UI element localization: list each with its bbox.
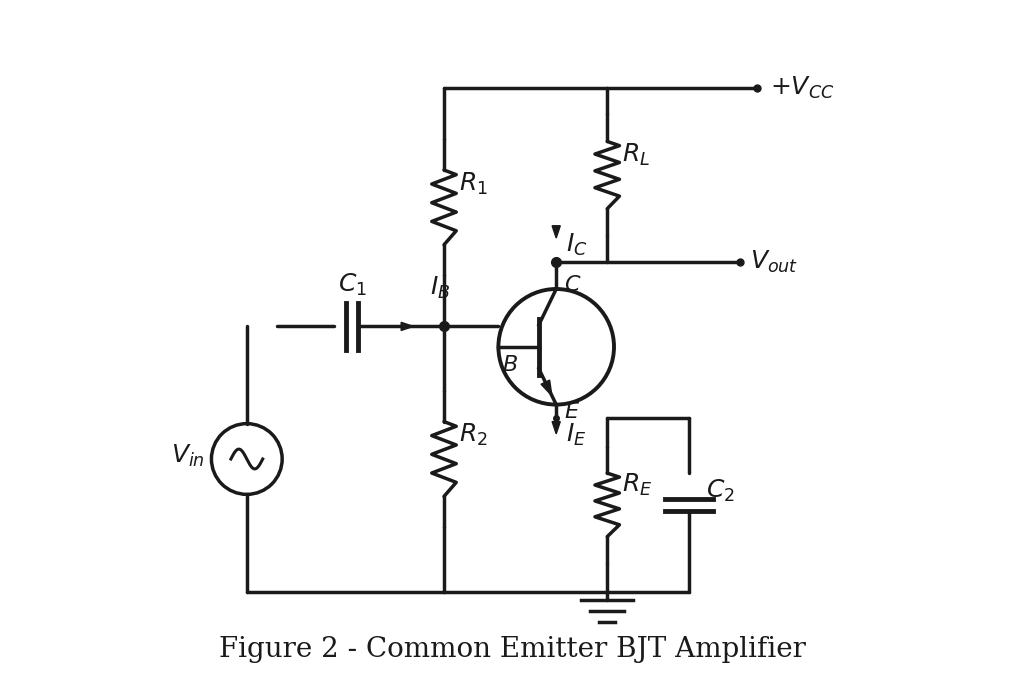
Text: $C$: $C$ [564, 274, 582, 296]
Text: $+V_{CC}$: $+V_{CC}$ [770, 75, 835, 101]
Text: $R_2$: $R_2$ [459, 422, 487, 448]
Text: $I_C$: $I_C$ [566, 232, 588, 258]
Polygon shape [552, 422, 560, 434]
Polygon shape [401, 322, 414, 330]
Text: $C_2$: $C_2$ [706, 478, 734, 505]
Text: $R_E$: $R_E$ [623, 471, 652, 498]
Text: $B$: $B$ [502, 354, 518, 375]
Text: Figure 2 - Common Emitter BJT Amplifier: Figure 2 - Common Emitter BJT Amplifier [218, 636, 806, 663]
Text: $C_1$: $C_1$ [338, 271, 367, 298]
Text: $R_1$: $R_1$ [459, 171, 487, 197]
Text: $E$: $E$ [564, 401, 581, 423]
Polygon shape [552, 226, 560, 238]
Text: $R_L$: $R_L$ [623, 141, 650, 168]
Text: $V_{in}$: $V_{in}$ [171, 443, 205, 469]
Text: $V_{out}$: $V_{out}$ [750, 249, 799, 275]
Polygon shape [541, 380, 552, 396]
Text: $I_B$: $I_B$ [430, 274, 451, 301]
Text: $I_E$: $I_E$ [566, 422, 587, 448]
